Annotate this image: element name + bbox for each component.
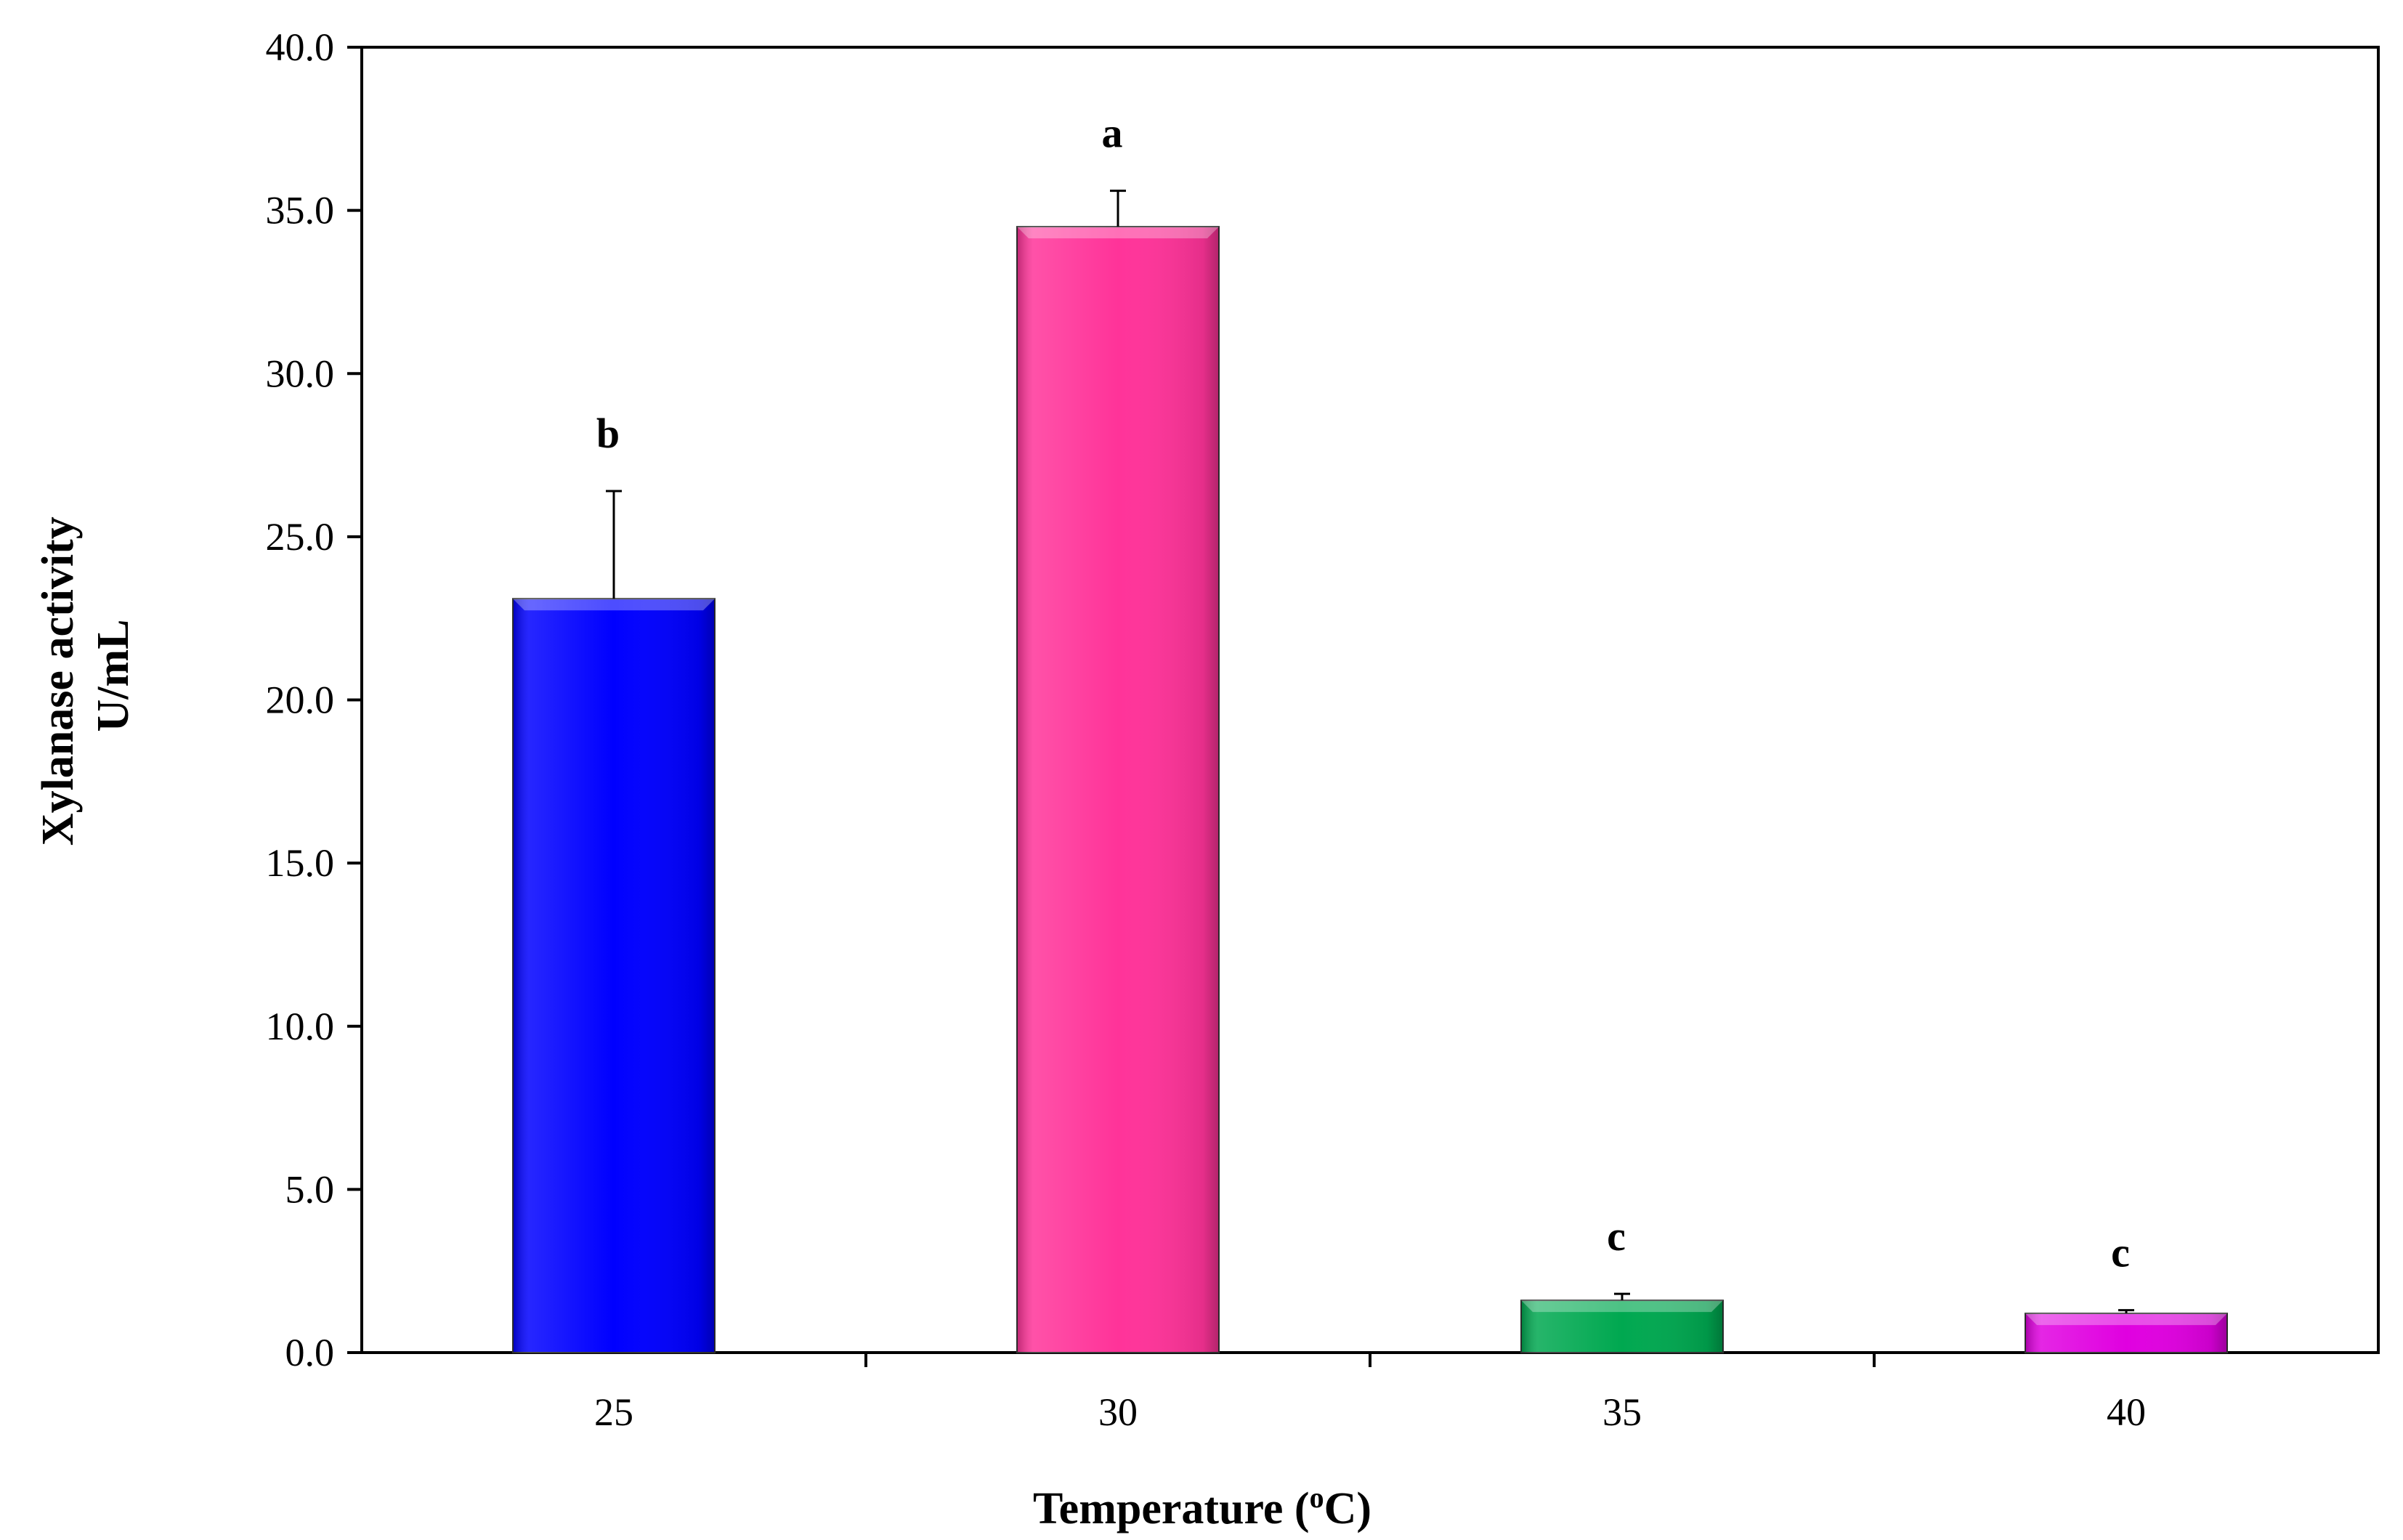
x-axis-title-sup: o (1310, 1481, 1324, 1514)
bar-shading (1521, 1300, 1723, 1353)
y-tick-label: 20.0 (266, 678, 335, 722)
bar-bevel (513, 599, 715, 611)
bar-group: c (2025, 1229, 2228, 1353)
bar-bevel (1521, 1300, 1723, 1313)
x-tick-label: 30 (1098, 1390, 1138, 1434)
x-tick-label: 25 (594, 1390, 633, 1434)
y-tick-label: 40.0 (266, 25, 335, 69)
y-axis-title-line1: Xylanase activity (33, 516, 83, 846)
significance-label: b (596, 410, 620, 457)
y-tick-label: 0.0 (285, 1331, 335, 1374)
significance-label: c (1607, 1212, 1626, 1260)
x-axis: 25 30 35 40 (594, 1353, 2146, 1434)
y-axis-title-line2: U/mL (89, 620, 138, 732)
bar-bevel (1017, 227, 1219, 239)
x-axis-title-start: Temperature ( (1033, 1484, 1310, 1533)
y-tick-label: 10.0 (266, 1005, 335, 1048)
significance-label: a (1102, 110, 1123, 157)
significance-label: c (2111, 1229, 2130, 1276)
y-tick-label: 35.0 (266, 189, 335, 232)
bar-group: b (512, 410, 716, 1353)
bar-shading (1017, 227, 1219, 1353)
y-axis: 0.0 5.0 10.0 15.0 20.0 25.0 30.0 35.0 40.0 (266, 25, 362, 1374)
y-tick-label: 25.0 (266, 515, 335, 559)
x-tick-label: 35 (1602, 1390, 1642, 1434)
x-axis-title-end: C) (1324, 1484, 1371, 1533)
bar-shading (2025, 1313, 2227, 1353)
bar-group: c (1520, 1212, 1724, 1353)
y-tick-label: 5.0 (285, 1167, 335, 1211)
bar-bevel (2025, 1313, 2227, 1326)
y-axis-title: Xylanase activity U/mL (33, 506, 138, 846)
bars: b a c c (512, 110, 2228, 1353)
bar-group: a (1016, 110, 1220, 1353)
y-tick-label: 30.0 (266, 352, 335, 395)
x-axis-title: Temperature (oC) (1033, 1481, 1371, 1533)
bar-shading (513, 599, 715, 1353)
x-tick-label: 40 (2107, 1390, 2146, 1434)
y-tick-label: 15.0 (266, 841, 335, 885)
